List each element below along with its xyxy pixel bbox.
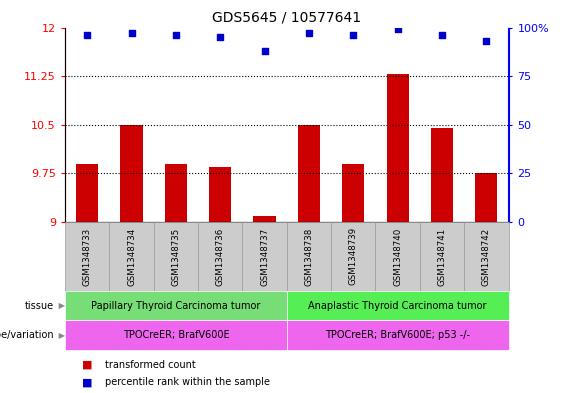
- Text: GSM1348740: GSM1348740: [393, 227, 402, 286]
- Point: [260, 48, 269, 54]
- Text: GSM1348739: GSM1348739: [349, 228, 358, 285]
- Bar: [76, 163, 98, 222]
- Text: TPOCreER; BrafV600E; p53 -/-: TPOCreER; BrafV600E; p53 -/-: [325, 330, 470, 340]
- Text: ▶: ▶: [56, 301, 66, 310]
- Text: TPOCreER; BrafV600E: TPOCreER; BrafV600E: [123, 330, 229, 340]
- Point: [482, 38, 491, 44]
- Point: [216, 34, 225, 40]
- Title: GDS5645 / 10577641: GDS5645 / 10577641: [212, 11, 361, 25]
- Text: GSM1348734: GSM1348734: [127, 227, 136, 286]
- Bar: [120, 125, 142, 222]
- Text: ■: ■: [82, 377, 93, 387]
- Bar: [298, 125, 320, 222]
- Point: [305, 30, 314, 37]
- Text: percentile rank within the sample: percentile rank within the sample: [105, 377, 270, 387]
- Point: [349, 32, 358, 39]
- Point: [171, 32, 180, 39]
- Bar: [431, 128, 453, 222]
- Text: tissue: tissue: [24, 301, 54, 310]
- Text: genotype/variation: genotype/variation: [0, 330, 54, 340]
- Bar: [475, 173, 497, 222]
- Text: GSM1348741: GSM1348741: [437, 227, 446, 286]
- Text: transformed count: transformed count: [105, 360, 195, 370]
- Text: GSM1348736: GSM1348736: [216, 227, 225, 286]
- Bar: [165, 163, 187, 222]
- Text: GSM1348742: GSM1348742: [482, 227, 491, 286]
- Point: [393, 26, 402, 33]
- Text: Papillary Thyroid Carcinoma tumor: Papillary Thyroid Carcinoma tumor: [91, 301, 260, 310]
- Text: ▶: ▶: [56, 331, 66, 340]
- Text: GSM1348738: GSM1348738: [305, 227, 314, 286]
- Bar: [386, 74, 408, 222]
- Bar: [209, 167, 231, 222]
- Point: [127, 30, 136, 37]
- Bar: [254, 215, 276, 222]
- Bar: [342, 163, 364, 222]
- Text: GSM1348735: GSM1348735: [171, 227, 180, 286]
- Point: [437, 32, 446, 39]
- Point: [82, 32, 92, 39]
- Text: Anaplastic Thyroid Carcinoma tumor: Anaplastic Thyroid Carcinoma tumor: [308, 301, 487, 310]
- Text: GSM1348737: GSM1348737: [260, 227, 269, 286]
- Text: GSM1348733: GSM1348733: [82, 227, 92, 286]
- Text: ■: ■: [82, 360, 93, 370]
